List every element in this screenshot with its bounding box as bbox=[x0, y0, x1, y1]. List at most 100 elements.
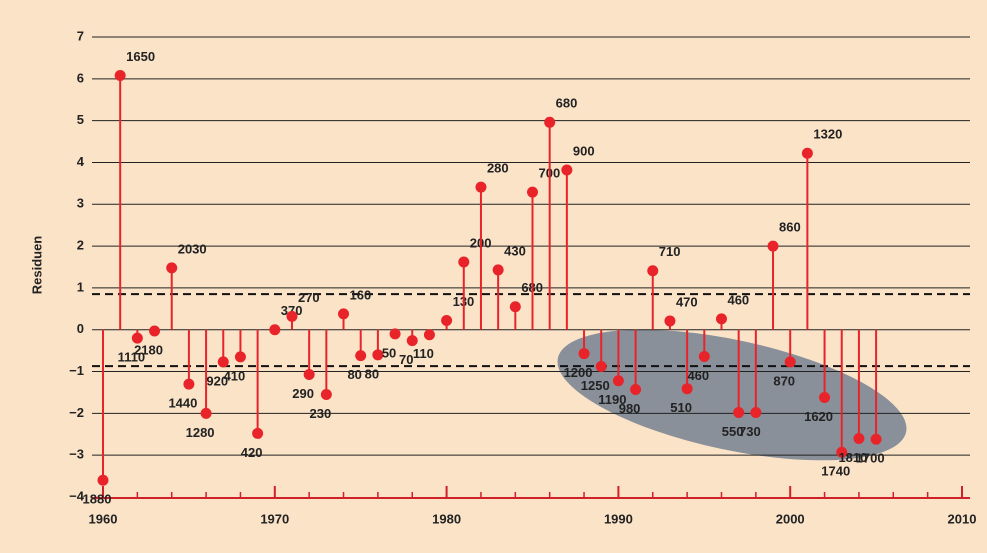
y-tick-label: 0 bbox=[77, 321, 84, 336]
stem-point bbox=[355, 350, 367, 362]
x-tick-label: 2010 bbox=[948, 511, 977, 526]
stem-point bbox=[97, 474, 109, 486]
point-label: 290 bbox=[292, 386, 314, 401]
stem-point bbox=[269, 324, 281, 336]
stem-point bbox=[217, 356, 229, 368]
point-label: 1810 bbox=[838, 450, 867, 465]
stem-point bbox=[630, 384, 642, 396]
point-label: 70 bbox=[399, 352, 413, 367]
point-label: 1280 bbox=[186, 425, 215, 440]
point-label: 680 bbox=[556, 96, 578, 111]
point-label: 1250 bbox=[581, 378, 610, 393]
point-label: 900 bbox=[573, 143, 595, 158]
stem-point bbox=[664, 315, 676, 327]
point-label: 460 bbox=[727, 292, 749, 307]
stem-point bbox=[750, 407, 762, 419]
stem-point bbox=[303, 368, 315, 380]
point-label: 980 bbox=[619, 401, 641, 416]
y-tick-label: 1 bbox=[77, 279, 84, 294]
y-tick-label: 7 bbox=[77, 28, 84, 43]
point-label: 80 bbox=[365, 366, 379, 381]
point-label: 710 bbox=[659, 244, 681, 259]
point-label: 430 bbox=[504, 243, 526, 258]
x-tick-label: 1990 bbox=[604, 511, 633, 526]
stem-point bbox=[406, 335, 418, 347]
y-tick-label: 6 bbox=[77, 70, 84, 85]
point-label: 1700 bbox=[856, 451, 885, 466]
stem-point bbox=[801, 147, 813, 159]
point-label: 1320 bbox=[813, 127, 842, 142]
y-tick-label: 5 bbox=[77, 112, 84, 127]
x-tick-label: 1960 bbox=[89, 511, 118, 526]
point-label: 1200 bbox=[564, 365, 593, 380]
stem-point bbox=[578, 348, 590, 360]
stem-point bbox=[183, 378, 195, 390]
point-label: 280 bbox=[487, 161, 509, 176]
point-label: 550 bbox=[722, 424, 744, 439]
y-tick-label: 4 bbox=[77, 154, 85, 169]
stem-point bbox=[114, 69, 126, 81]
point-label: 160 bbox=[350, 287, 372, 302]
stem-point bbox=[698, 350, 710, 362]
point-label: 2180 bbox=[134, 342, 163, 357]
point-label: 870 bbox=[773, 373, 795, 388]
point-label: 1190 bbox=[598, 392, 626, 407]
stem-point bbox=[595, 361, 607, 373]
stem-point bbox=[870, 433, 882, 445]
point-label: 460 bbox=[687, 368, 709, 383]
point-label: 2030 bbox=[178, 241, 207, 256]
stem-point bbox=[836, 446, 848, 458]
stem-point bbox=[509, 301, 521, 313]
point-label: 1440 bbox=[168, 396, 197, 411]
stem-point bbox=[733, 407, 745, 419]
point-label: 1650 bbox=[126, 49, 155, 64]
y-tick-label: −3 bbox=[69, 447, 84, 462]
stem-point bbox=[389, 328, 401, 340]
y-tick-label: −4 bbox=[69, 488, 85, 503]
point-label: 1110 bbox=[118, 350, 146, 365]
point-label: 270 bbox=[298, 290, 320, 305]
y-axis-label: Residuen bbox=[29, 236, 44, 295]
stem-point bbox=[647, 265, 659, 277]
stem-point bbox=[819, 391, 831, 403]
stem-point bbox=[715, 313, 727, 325]
point-label: 80 bbox=[347, 367, 361, 382]
point-label: 50 bbox=[382, 345, 396, 360]
x-tick-label: 2000 bbox=[776, 511, 805, 526]
stem-point bbox=[475, 181, 487, 193]
stem-point bbox=[252, 427, 264, 439]
stem-point bbox=[544, 116, 556, 128]
y-tick-label: −1 bbox=[69, 363, 84, 378]
x-tick-label: 1970 bbox=[260, 511, 289, 526]
stem-point bbox=[320, 389, 332, 401]
stem-point bbox=[286, 310, 298, 322]
point-label: 110 bbox=[413, 346, 434, 361]
stem-point bbox=[527, 186, 538, 198]
stem-point bbox=[767, 240, 779, 252]
stem-point bbox=[441, 315, 453, 327]
stem-point bbox=[458, 256, 470, 268]
highlight-ellipse bbox=[557, 329, 907, 461]
point-label: 1880 bbox=[83, 492, 112, 507]
point-label: 1620 bbox=[804, 409, 833, 424]
stem-point bbox=[784, 356, 796, 368]
stem-point bbox=[166, 262, 178, 274]
point-label: 860 bbox=[779, 220, 801, 235]
stem-point bbox=[423, 329, 435, 341]
y-tick-label: 2 bbox=[77, 238, 84, 253]
stem-point bbox=[200, 407, 212, 419]
stem-point bbox=[612, 375, 624, 387]
y-tick-label: 3 bbox=[77, 196, 84, 211]
point-label: 470 bbox=[676, 294, 698, 309]
point-label: 1740 bbox=[821, 464, 850, 479]
stem-point bbox=[492, 264, 504, 276]
x-tick-label: 1980 bbox=[432, 511, 461, 526]
point-label: 510 bbox=[670, 400, 692, 415]
point-label: 410 bbox=[224, 368, 246, 383]
point-label: 230 bbox=[309, 406, 331, 421]
point-label: 420 bbox=[241, 445, 263, 460]
stem-point bbox=[131, 332, 143, 344]
stem-point bbox=[681, 383, 693, 395]
